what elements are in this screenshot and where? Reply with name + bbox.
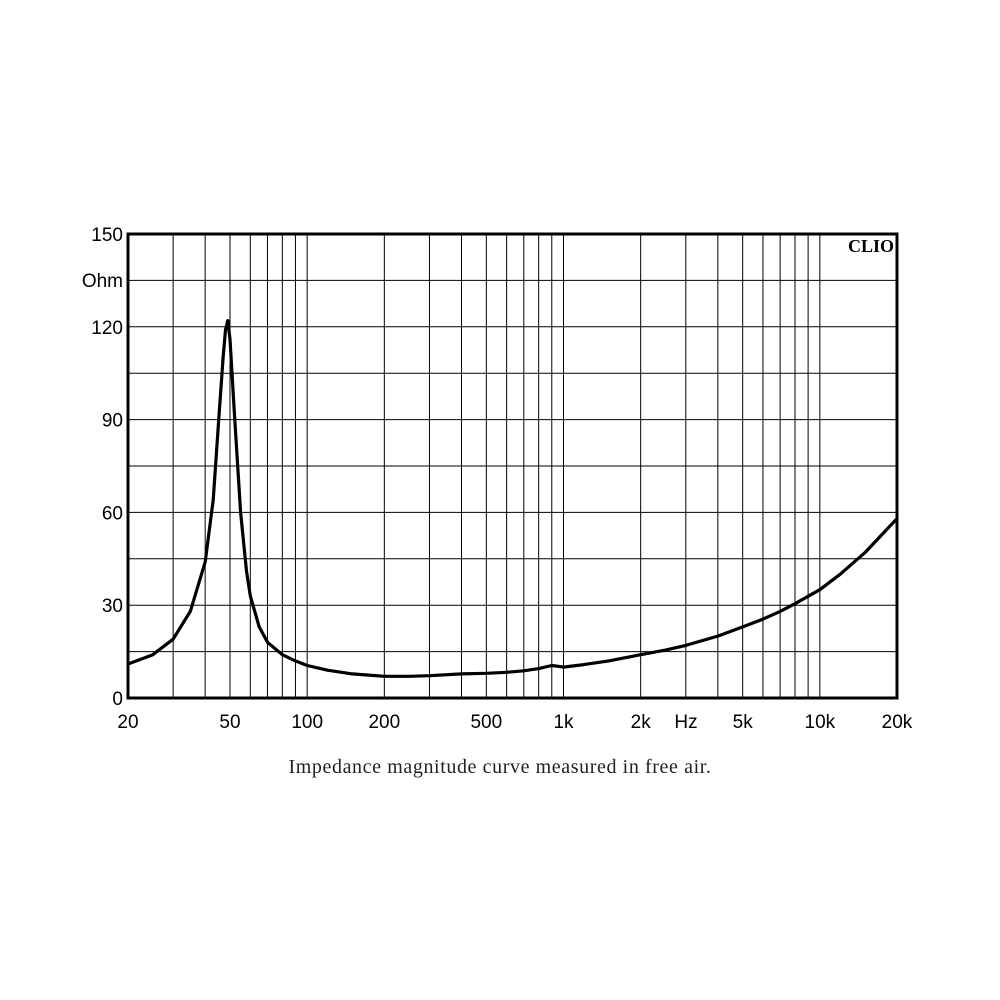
y-tick-label: 120	[91, 318, 123, 339]
x-tick-labels: 20 50 100 200 500 1k 2k 5k 10k 20k	[117, 712, 912, 733]
plot-frame	[126, 232, 899, 700]
grid	[128, 234, 897, 698]
figure-caption: Impedance magnitude curve measured in fr…	[288, 756, 712, 778]
clio-brand-label: CLIO	[848, 236, 894, 256]
x-axis-unit-label: Hz	[674, 712, 697, 733]
x-tick-label: 10k	[805, 712, 836, 733]
x-tick-label: 20	[117, 712, 138, 733]
x-tick-label: 1k	[553, 712, 574, 733]
impedance-series	[126, 319, 899, 678]
y-tick-labels: 0 30 60 90 120 150	[91, 225, 123, 710]
x-tick-label: 2k	[631, 712, 652, 733]
x-tick-label: 100	[291, 712, 323, 733]
impedance-curve-line	[126, 319, 899, 678]
y-tick-label: 60	[102, 503, 123, 524]
x-tick-label: 200	[368, 712, 400, 733]
plot-border	[126, 232, 899, 700]
y-tick-label: 150	[91, 225, 123, 246]
y-tick-label: 90	[102, 411, 123, 432]
y-axis-unit-label: Ohm	[82, 271, 123, 292]
x-tick-label: 500	[470, 712, 502, 733]
x-tick-label: 20k	[882, 712, 913, 733]
y-tick-label: 0	[112, 689, 123, 710]
y-tick-label: 30	[102, 596, 123, 617]
x-tick-label: 50	[219, 712, 240, 733]
x-tick-label: 5k	[733, 712, 754, 733]
